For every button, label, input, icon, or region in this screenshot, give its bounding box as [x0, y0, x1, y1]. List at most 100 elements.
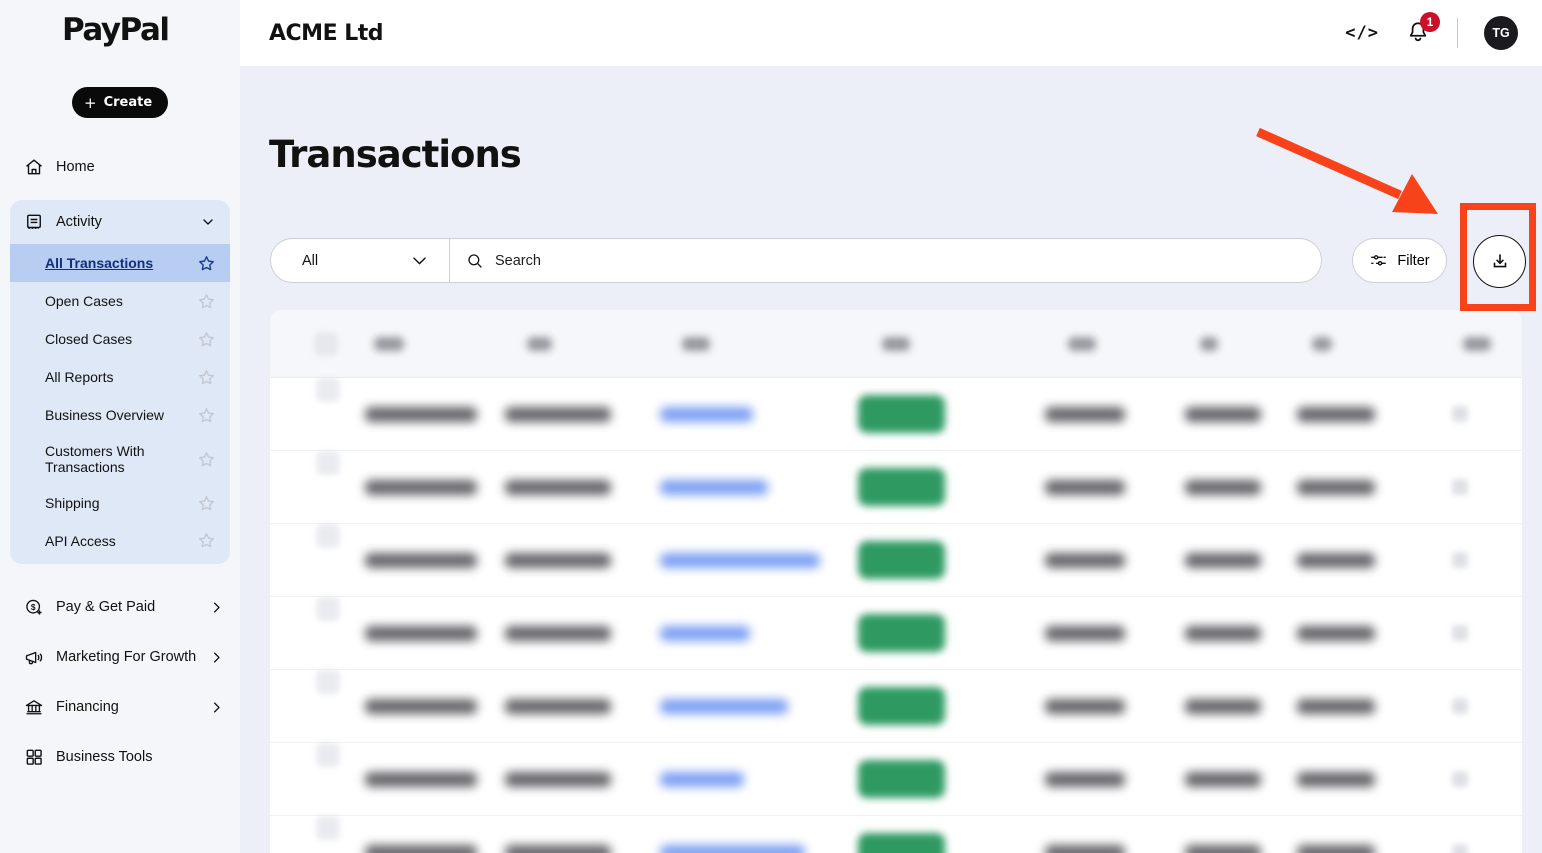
sidebar-item-marketing-for-growth[interactable]: Marketing For Growth [0, 632, 240, 682]
nav-label: Marketing For Growth [56, 649, 197, 666]
column-header-redacted[interactable] [682, 337, 710, 351]
table-row[interactable] [270, 670, 1522, 743]
sub-item-label: Open Cases [45, 292, 123, 309]
transaction-link-redacted[interactable] [660, 845, 805, 853]
table-row[interactable] [270, 597, 1522, 670]
star-icon[interactable] [197, 531, 216, 550]
sidebar-item-api-access[interactable]: API Access [10, 522, 230, 564]
grid-icon [24, 747, 44, 767]
star-icon[interactable] [197, 254, 216, 273]
cell-redacted [1297, 553, 1375, 568]
cell-redacted [1045, 626, 1125, 641]
star-icon[interactable] [197, 368, 216, 387]
column-header-redacted[interactable] [1463, 337, 1491, 351]
chevron-right-icon [209, 700, 224, 715]
filter-button[interactable]: Filter [1352, 238, 1447, 283]
sidebar-item-activity[interactable]: Activity [10, 200, 230, 244]
cell-redacted [365, 480, 477, 495]
chevron-down-icon [410, 251, 429, 270]
table-body [270, 378, 1522, 853]
column-header-redacted[interactable] [882, 337, 910, 351]
row-action-icon[interactable] [1452, 406, 1468, 422]
activity-group: Activity All Transactions Open Cases Clo… [10, 200, 230, 565]
sidebar-item-business-overview[interactable]: Business Overview [10, 396, 230, 434]
download-button[interactable] [1473, 235, 1526, 288]
table-row[interactable] [270, 743, 1522, 816]
star-icon[interactable] [197, 292, 216, 311]
row-action-icon[interactable] [1452, 771, 1468, 787]
cell-redacted [1045, 772, 1125, 787]
sidebar-item-label: Home [56, 159, 95, 175]
transaction-link-redacted[interactable] [660, 772, 744, 787]
row-checkbox[interactable] [316, 743, 340, 767]
row-checkbox[interactable] [316, 670, 340, 694]
company-name: ACME Ltd [269, 20, 384, 46]
sidebar-item-all-transactions[interactable]: All Transactions [10, 244, 230, 282]
notifications-button[interactable]: 1 [1405, 12, 1440, 47]
row-action-icon[interactable] [1452, 552, 1468, 568]
star-icon[interactable] [197, 330, 216, 349]
star-icon[interactable] [197, 494, 216, 513]
sidebar-bottom-links: $ Pay & Get Paid Marketing For Growth [0, 582, 240, 782]
notification-badge: 1 [1420, 12, 1440, 32]
sidebar-item-business-tools[interactable]: Business Tools [0, 732, 240, 782]
developer-code-icon[interactable]: </> [1345, 23, 1379, 43]
row-checkbox[interactable] [316, 524, 340, 548]
transaction-link-redacted[interactable] [660, 699, 788, 714]
row-action-icon[interactable] [1452, 479, 1468, 495]
column-header-redacted[interactable] [527, 337, 552, 351]
sub-item-label: All Transactions [45, 254, 154, 271]
row-action-icon[interactable] [1452, 625, 1468, 641]
status-badge [858, 833, 945, 853]
row-checkbox[interactable] [316, 816, 340, 840]
sidebar-item-shipping[interactable]: Shipping [10, 484, 230, 522]
avatar[interactable]: TG [1484, 16, 1518, 50]
sidebar-item-closed-cases[interactable]: Closed Cases [10, 320, 230, 358]
sliders-icon [1369, 251, 1388, 270]
table-row[interactable] [270, 816, 1522, 853]
sidebar-item-customers-with-transactions[interactable]: Customers With Transactions [10, 434, 230, 484]
row-action-icon[interactable] [1452, 698, 1468, 714]
row-checkbox[interactable] [316, 451, 340, 475]
cell-redacted [365, 626, 477, 641]
table-row[interactable] [270, 524, 1522, 597]
transaction-link-redacted[interactable] [660, 480, 768, 495]
row-checkbox[interactable] [316, 378, 340, 402]
sidebar-item-home[interactable]: Home [0, 144, 240, 190]
column-header-redacted[interactable] [1068, 337, 1096, 351]
main-panel: Transactions All [240, 66, 1542, 853]
sidebar-item-financing[interactable]: Financing [0, 682, 240, 732]
status-badge [858, 760, 945, 798]
column-header-redacted[interactable] [1200, 337, 1218, 351]
transaction-link-redacted[interactable] [660, 553, 820, 568]
type-filter-dropdown[interactable]: All [271, 239, 449, 282]
cell-redacted [1185, 699, 1261, 714]
cell-redacted [1045, 407, 1125, 422]
home-icon [24, 157, 44, 177]
sidebar-item-all-reports[interactable]: All Reports [10, 358, 230, 396]
sub-item-label: All Reports [45, 368, 114, 385]
sidebar-item-pay-get-paid[interactable]: $ Pay & Get Paid [0, 582, 240, 632]
table-row[interactable] [270, 451, 1522, 524]
search-icon [466, 252, 484, 270]
transaction-link-redacted[interactable] [660, 407, 753, 422]
sidebar-item-open-cases[interactable]: Open Cases [10, 282, 230, 320]
column-header-redacted[interactable] [374, 337, 404, 351]
search-zone [450, 252, 1321, 270]
column-header-redacted[interactable] [1312, 337, 1332, 351]
row-action-icon[interactable] [1452, 844, 1468, 853]
cell-redacted [1297, 845, 1375, 853]
search-input[interactable] [495, 252, 1305, 269]
star-icon[interactable] [197, 450, 216, 469]
select-all-checkbox[interactable] [314, 332, 338, 356]
star-icon[interactable] [197, 406, 216, 425]
sub-item-label: Shipping [45, 495, 100, 512]
filter-button-label: Filter [1397, 252, 1430, 269]
transactions-table [270, 310, 1522, 853]
create-button[interactable]: + Create [72, 87, 169, 118]
row-checkbox[interactable] [316, 597, 340, 621]
transaction-link-redacted[interactable] [660, 626, 750, 641]
table-row[interactable] [270, 378, 1522, 451]
topbar-divider [1457, 18, 1458, 48]
cell-redacted [365, 553, 477, 568]
